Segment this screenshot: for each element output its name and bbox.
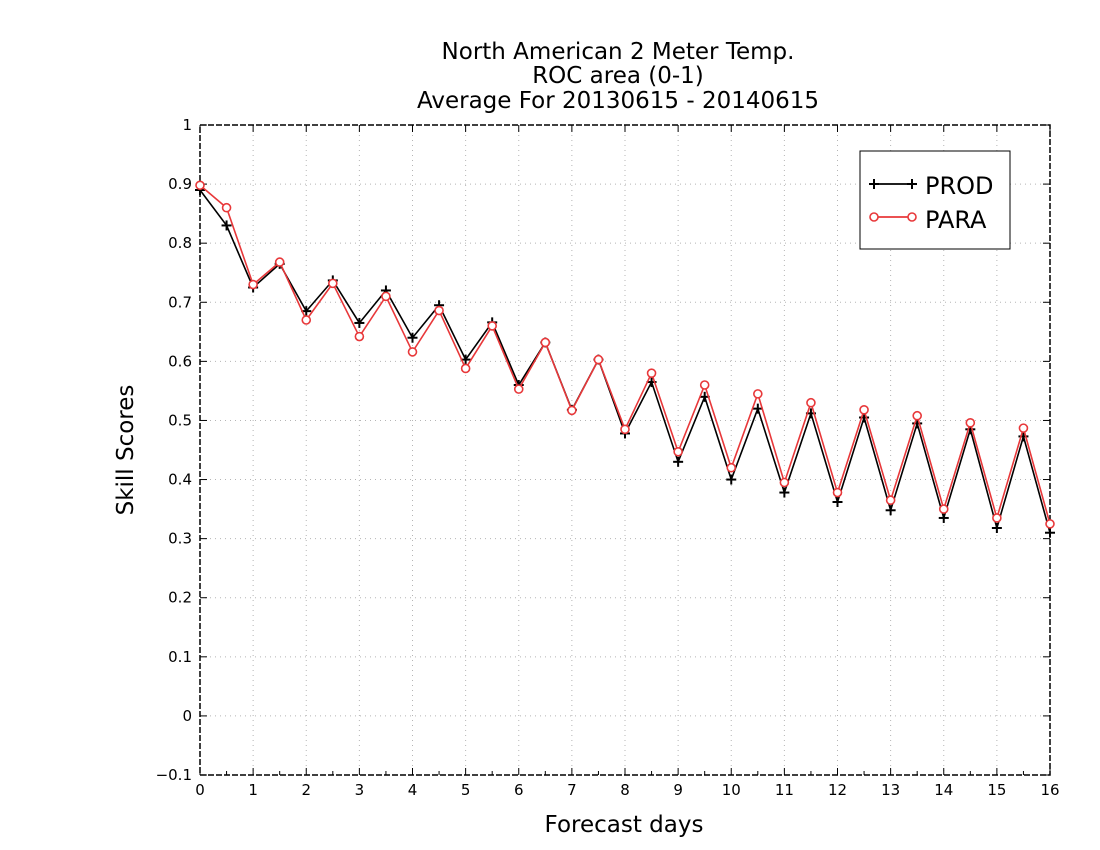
x-tick-label: 4: [408, 781, 418, 799]
data-point-para: [195, 180, 205, 191]
data-point-para: [859, 405, 869, 415]
legend-para-marker-left: [869, 212, 879, 222]
series-layer: [195, 180, 1055, 538]
legend-prod-marker-right: [907, 179, 917, 189]
x-tick-label: 13: [881, 781, 900, 799]
legend-label-prod: PROD: [925, 172, 994, 200]
data-point-para: [832, 487, 843, 498]
x-tick-label: 9: [673, 781, 683, 799]
data-point-para: [221, 202, 232, 213]
y-tick-label: 0.7: [168, 293, 192, 311]
data-point-prod: [1045, 527, 1055, 538]
data-point-prod: [991, 523, 1002, 533]
legend-prod-marker: [869, 179, 917, 189]
y-tick-label: 0.5: [168, 411, 192, 429]
y-tick-label: 0.6: [168, 352, 192, 370]
data-point-prod: [407, 332, 418, 343]
data-point-para: [992, 513, 1002, 523]
data-point-prod: [752, 403, 763, 414]
x-tick-label: 12: [828, 781, 847, 799]
data-point-para: [806, 397, 816, 408]
x-tick-label: 10: [722, 781, 741, 799]
y-axis: −0.1 0 0.1 0.2 0.3 0.4 0.5 0.6 0.7 0.8 0.9 1: [156, 116, 1050, 784]
data-point-para: [354, 331, 365, 342]
x-tick-label: 1: [248, 781, 258, 799]
data-point-prod: [885, 505, 896, 516]
data-point-para: [407, 347, 418, 357]
data-point-para: [567, 405, 577, 416]
data-point-para: [593, 354, 604, 365]
data-point-para: [753, 389, 763, 399]
legend-para-marker: [869, 212, 917, 222]
y-tick-label: 0.8: [168, 234, 192, 252]
data-point-para: [965, 418, 976, 428]
x-tick-label: 2: [301, 781, 311, 799]
data-point-para: [540, 337, 551, 348]
gridlines: [200, 125, 1050, 775]
x-tick-label: 5: [461, 781, 471, 799]
data-point-prod: [1018, 431, 1029, 442]
x-tick-label: 3: [355, 781, 365, 799]
data-point-para: [460, 363, 471, 374]
x-tick-label: 14: [934, 781, 953, 799]
data-point-prod: [832, 497, 843, 507]
x-tick-label: 15: [987, 781, 1006, 799]
y-tick-label: −0.1: [156, 766, 192, 784]
data-point-para: [248, 279, 258, 290]
data-point-prod: [779, 487, 790, 498]
x-tick-label: 11: [775, 781, 794, 799]
x-tick-label: 6: [514, 781, 524, 799]
chart-title-line-3: Average For 20130615 - 20140615: [417, 88, 819, 114]
data-point-para: [699, 380, 710, 390]
data-point-para: [885, 495, 896, 506]
data-point-prod: [726, 474, 737, 485]
legend-prod-marker-left: [869, 179, 879, 189]
series-para: [195, 180, 1055, 529]
y-tick-label: 1: [182, 116, 192, 134]
x-axis-label: Forecast days: [545, 812, 704, 838]
legend-para-marker-right: [907, 212, 917, 222]
chart-title: North American 2 Meter Temp. ROC area (0…: [417, 39, 819, 114]
x-tick-label: 8: [620, 781, 630, 799]
data-point-para: [487, 321, 497, 331]
y-tick-label: 0.4: [168, 471, 192, 489]
data-point-para: [274, 257, 285, 267]
x-axis: 0 1 2 3 4 5 6 7 8 9 10 11 12 13 14 15 16: [195, 125, 1060, 799]
data-point-para: [779, 477, 790, 488]
legend-box: [859, 150, 1011, 250]
data-point-para: [381, 291, 391, 302]
data-point-para: [434, 305, 444, 316]
data-point-para: [938, 504, 949, 514]
y-tick-label: 0.2: [168, 589, 192, 607]
data-point-para: [620, 424, 630, 435]
y-tick-label: 0.3: [168, 530, 192, 548]
data-point-prod: [221, 220, 232, 231]
data-point-para: [673, 446, 683, 457]
data-point-para: [646, 368, 657, 378]
y-tick-label: 0.1: [168, 648, 192, 666]
legend: PROD PARA: [859, 150, 1011, 250]
x-tick-label: 0: [195, 781, 205, 799]
y-tick-label: 0.9: [168, 175, 192, 193]
x-tick-label: 7: [567, 781, 577, 799]
y-axis-label: Skill Scores: [113, 385, 139, 516]
data-point-para: [1045, 519, 1055, 529]
data-point-para: [328, 278, 338, 289]
chart-title-line-1: North American 2 Meter Temp.: [442, 39, 795, 65]
data-point-prod: [354, 317, 365, 328]
chart-title-line-2: ROC area (0-1): [532, 63, 704, 89]
legend-label-para: PARA: [925, 206, 987, 234]
y-tick-label: 0: [182, 707, 192, 725]
data-point-para: [301, 315, 312, 325]
data-point-para: [726, 462, 737, 473]
data-point-para: [1018, 423, 1029, 433]
data-point-para: [912, 410, 922, 421]
x-tick-label: 16: [1040, 781, 1059, 799]
data-point-prod: [938, 512, 949, 523]
data-point-prod: [673, 456, 684, 467]
data-point-para: [513, 384, 524, 394]
